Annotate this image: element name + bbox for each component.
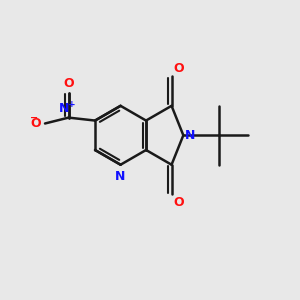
Text: N: N xyxy=(185,129,195,142)
Text: O: O xyxy=(173,196,184,208)
Text: O: O xyxy=(63,77,74,90)
Text: N: N xyxy=(59,102,69,115)
Text: N: N xyxy=(116,170,126,183)
Text: O: O xyxy=(30,117,40,130)
Text: O: O xyxy=(173,62,184,75)
Text: −: − xyxy=(30,113,38,123)
Text: +: + xyxy=(68,100,76,109)
